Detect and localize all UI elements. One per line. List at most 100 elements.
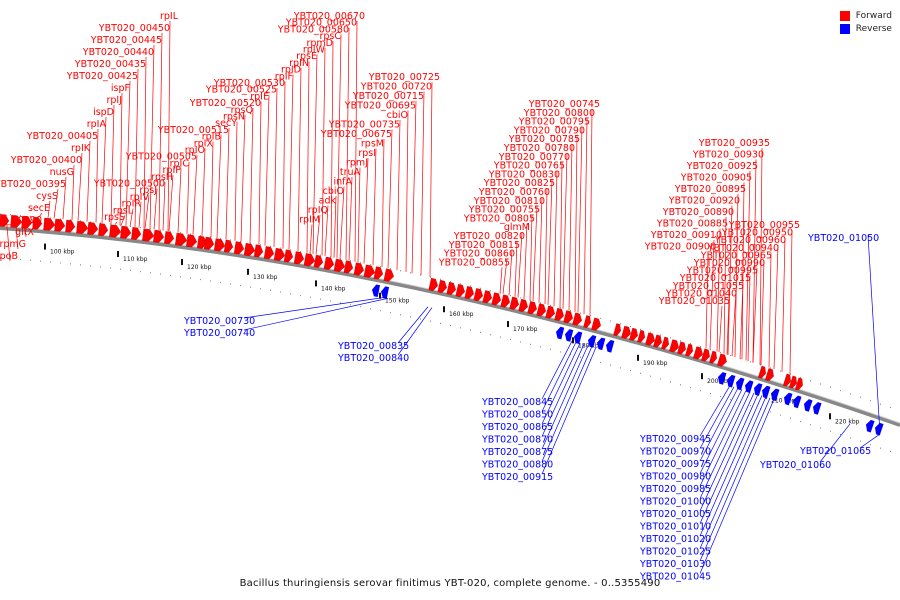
reverse-gene-arrow [565, 329, 574, 342]
forward-leader-line [53, 188, 59, 219]
forward-gene-arrow [333, 258, 346, 272]
forward-gene-label: YBT020_00440 [82, 47, 154, 58]
forward-gene-label: YBT020_00765 [493, 161, 565, 172]
forward-gene-label: YBT020_00940 [707, 243, 779, 254]
forward-gene-arrow [243, 243, 256, 257]
forward-gene-arrow [87, 222, 99, 235]
forward-gene-arrow [629, 327, 638, 341]
forward-leader-line [420, 91, 425, 276]
forward-gene-arrow [10, 215, 23, 228]
forward-gene-arrow [693, 346, 703, 360]
forward-gene-label: YBT020_00955 [728, 220, 800, 231]
forward-gene-arrow [765, 368, 774, 382]
forward-leader-line [315, 214, 321, 255]
forward-gene-label: YBT020_00695 [344, 101, 416, 112]
scale-tick-mark [572, 337, 574, 344]
forward-leader-line [759, 147, 763, 365]
forward-leader-line [144, 195, 150, 229]
forward-leader-line [739, 283, 744, 359]
reverse-gene-label: YBT020_01045 [639, 572, 711, 583]
forward-gene-label: rpsH [151, 172, 173, 183]
forward-gene-arrow [343, 260, 354, 274]
scale-tick-label: 130 kbp [253, 274, 278, 281]
forward-gene-arrow [455, 284, 465, 298]
forward-gene-arrow [303, 253, 316, 267]
reverse-leader-line [699, 385, 731, 437]
forward-leader-line [727, 205, 733, 355]
reverse-leader-line [699, 399, 775, 574]
forward-leader-lines [5, 20, 793, 375]
forward-leader-line [411, 100, 417, 274]
reverse-gene-label: YBT020_01025 [639, 547, 711, 558]
forward-gene-label: YBT020_00395 [0, 179, 66, 190]
forward-gene-arrow [591, 317, 601, 331]
forward-gene-label: YBT020_00650 [285, 18, 357, 29]
forward-gene-label: rpsJ [139, 185, 157, 196]
forward-gene-label: infA [333, 177, 352, 188]
forward-gene-arrow [637, 329, 645, 343]
forward-leader-line [396, 119, 401, 271]
forward-gene-arrow [76, 221, 89, 234]
reverse-gene-arrow [754, 383, 763, 396]
forward-gene-label: YBT020_00785 [508, 134, 580, 145]
forward-gene-label: YBT020_00920 [668, 196, 740, 207]
forward-gene-arrow [717, 353, 727, 367]
forward-leader-line [162, 181, 166, 231]
forward-leader-line [101, 116, 107, 224]
forward-gene-arrow [273, 247, 286, 262]
forward-gene-label: YBT020_00760 [478, 187, 550, 198]
forward-gene-label: YBT020_00790 [513, 125, 585, 136]
reverse-gene-label: YBT020_00850 [481, 410, 553, 421]
legend-reverse-label: Reverse [855, 23, 892, 34]
forward-gene-label: YBT020_00965 [700, 250, 772, 261]
forward-leader-line [345, 27, 350, 261]
forward-leader-line [583, 117, 588, 315]
forward-leader-line [210, 141, 214, 238]
reverse-gene-arrow [556, 326, 565, 340]
forward-gene-label: rpIQ [308, 205, 328, 216]
forward-leader-line [559, 161, 563, 308]
forward-gene-label: rpmJ [346, 158, 368, 169]
forward-leader-line [538, 196, 543, 303]
forward-leader-line [114, 221, 118, 225]
upper-dotted-guide [0, 213, 900, 412]
forward-leader-line [62, 176, 67, 220]
reverse-leader-line [699, 391, 751, 499]
forward-leader-line [716, 228, 721, 352]
forward-leader-line [249, 108, 254, 244]
reverse-gene-label: YBT020_00970 [639, 447, 711, 458]
forward-leader-line [553, 170, 558, 307]
forward-gene-arrow [685, 343, 693, 357]
scale-tick-mark [181, 259, 183, 266]
forward-gene-label: YBT020_00755 [468, 205, 540, 216]
forward-leader-line [330, 41, 334, 258]
forward-gene-label: YBT020_00720 [360, 82, 432, 93]
forward-leader-line [186, 161, 190, 234]
forward-gene-label: YBT020_00670 [293, 11, 365, 22]
forward-leader-line [348, 176, 353, 261]
backbone-line [0, 226, 900, 427]
forward-leader-line [731, 290, 737, 357]
forward-leader-line [577, 126, 583, 313]
forward-gene-label: YBT020_00715 [352, 91, 424, 102]
reverse-gene-arrow [381, 286, 390, 299]
forward-gene-label: rpIW [303, 45, 326, 56]
forward-gene-arrow [185, 234, 198, 248]
forward-gene-label: YBT020_00810 [473, 196, 545, 207]
scale-tick-label: 220 kbp [835, 418, 860, 425]
forward-gene-arrow [563, 310, 573, 324]
forward-gene-label: YBT020_00990 [693, 258, 765, 269]
reverse-gene-label: YBT020_00915 [481, 472, 553, 483]
scale-tick-label: 120 kbp [187, 264, 212, 271]
reverse-gene-arrow [771, 388, 780, 402]
forward-gene-arrow [223, 239, 234, 253]
forward-gene-label: rpIJ [106, 95, 122, 106]
forward-gene-arrow [54, 218, 66, 232]
scale-tick-label: 160 kbp [449, 311, 474, 318]
reverse-gene-label: YBT020_00835 [337, 341, 409, 352]
forward-leader-line [77, 152, 83, 221]
reverse-gene-label: YBT020_00865 [481, 422, 553, 433]
forward-leader-line [789, 229, 793, 375]
forward-leader-line [14, 215, 19, 250]
